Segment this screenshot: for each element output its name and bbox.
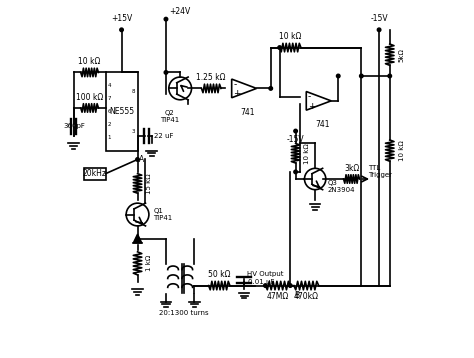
Circle shape xyxy=(164,18,168,21)
Text: 1: 1 xyxy=(108,135,111,140)
Circle shape xyxy=(264,284,267,287)
Circle shape xyxy=(377,28,381,32)
Circle shape xyxy=(136,158,139,161)
Text: NE555: NE555 xyxy=(109,107,134,116)
Text: 360pF: 360pF xyxy=(63,124,85,130)
Text: 10 kΩ: 10 kΩ xyxy=(279,32,301,41)
Text: 5kΩ: 5kΩ xyxy=(399,48,405,62)
Text: -: - xyxy=(234,80,237,89)
Text: 3: 3 xyxy=(132,129,136,134)
Circle shape xyxy=(269,87,273,90)
Text: 22 uF: 22 uF xyxy=(154,134,173,139)
Circle shape xyxy=(164,71,168,74)
Text: B: B xyxy=(294,291,299,300)
Text: +24V: +24V xyxy=(170,6,191,16)
Text: 0.01 uF: 0.01 uF xyxy=(247,279,274,285)
Text: 10 kΩ: 10 kΩ xyxy=(399,140,405,161)
Text: 50 kΩ: 50 kΩ xyxy=(208,270,230,279)
Circle shape xyxy=(337,74,340,78)
Text: Q3
2N3904: Q3 2N3904 xyxy=(328,180,355,193)
Circle shape xyxy=(120,28,123,32)
Text: +15V: +15V xyxy=(111,14,132,23)
Text: 8: 8 xyxy=(132,90,136,95)
Text: 741: 741 xyxy=(315,120,329,129)
Text: +: + xyxy=(234,89,241,98)
Text: -15V: -15V xyxy=(287,135,304,144)
Text: A: A xyxy=(139,155,145,164)
Text: Q1
TIP41: Q1 TIP41 xyxy=(154,208,173,221)
Text: 7: 7 xyxy=(108,96,111,101)
Circle shape xyxy=(360,74,363,78)
Text: 3kΩ: 3kΩ xyxy=(344,164,359,173)
Text: 47MΩ: 47MΩ xyxy=(267,292,289,301)
Polygon shape xyxy=(133,234,142,243)
Text: 1.25 kΩ: 1.25 kΩ xyxy=(197,73,226,82)
Text: Q2
TIP41: Q2 TIP41 xyxy=(160,110,179,123)
Text: 15 kΩ: 15 kΩ xyxy=(146,173,153,194)
Text: 100 kΩ: 100 kΩ xyxy=(76,93,103,102)
Text: 4: 4 xyxy=(108,83,111,88)
Circle shape xyxy=(388,74,392,78)
Text: 20kHz: 20kHz xyxy=(83,169,107,178)
Text: 2: 2 xyxy=(108,122,111,127)
Text: 741: 741 xyxy=(240,108,255,117)
Text: -: - xyxy=(308,92,311,101)
Text: 10 kΩ: 10 kΩ xyxy=(78,57,101,66)
Text: 470kΩ: 470kΩ xyxy=(294,292,319,301)
Circle shape xyxy=(278,46,282,49)
Text: TTL
Trigger: TTL Trigger xyxy=(368,165,392,178)
Text: 20:1300 turns: 20:1300 turns xyxy=(159,310,209,316)
Circle shape xyxy=(289,284,292,287)
Text: 6: 6 xyxy=(108,109,111,114)
Text: HV Output: HV Output xyxy=(247,271,283,277)
Text: -15V: -15V xyxy=(370,14,388,23)
Text: 1 kΩ: 1 kΩ xyxy=(146,254,153,271)
Text: 10 kΩ: 10 kΩ xyxy=(304,143,310,164)
Circle shape xyxy=(294,129,297,133)
Bar xyxy=(106,72,137,151)
Text: +: + xyxy=(308,102,316,111)
Circle shape xyxy=(294,170,297,174)
